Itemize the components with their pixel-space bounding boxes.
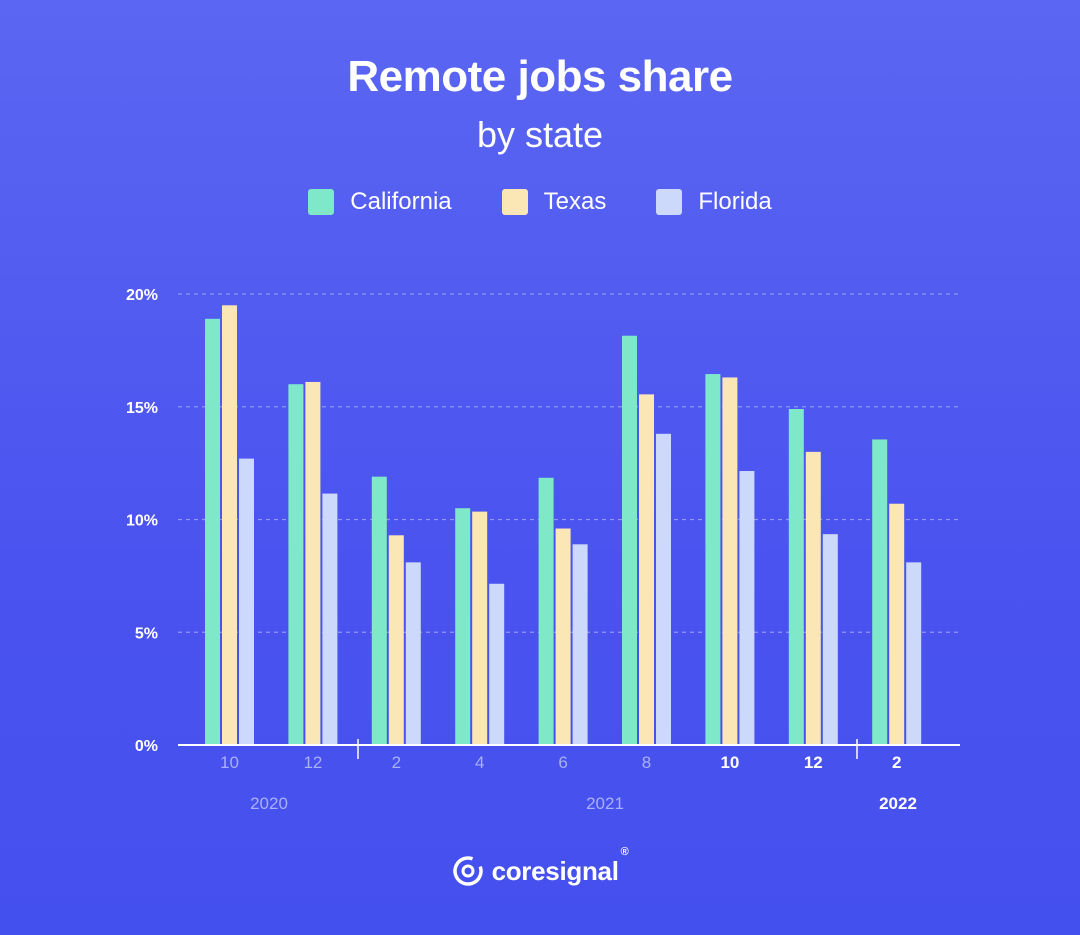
bar-florida — [822, 534, 838, 745]
x-tick-label: 4 — [475, 753, 484, 772]
chart-subtitle: by state — [476, 114, 604, 155]
bar-california — [788, 409, 804, 745]
bar-texas — [222, 305, 237, 745]
bar-california — [371, 476, 387, 745]
registered-mark: ® — [620, 845, 629, 858]
bar-florida — [322, 493, 338, 745]
year-label: 2021 — [586, 794, 624, 813]
bar-california — [538, 477, 554, 745]
bar-texas — [639, 394, 654, 745]
legend-label-california: California — [350, 188, 452, 215]
bar-california — [205, 318, 220, 745]
bar-chart: 0% 5% 10% 15% 20% 10 12 2 4 6 8 10 12 2 2020 2021 2022 — [126, 287, 960, 813]
bar-texas — [805, 451, 821, 745]
legend-swatch-texas — [501, 189, 528, 215]
legend-swatch-california — [308, 189, 335, 215]
bar-california — [288, 384, 304, 745]
bar-california — [622, 335, 637, 745]
bar-florida — [239, 458, 254, 745]
bar-texas — [889, 503, 905, 745]
x-tick-label: 2 — [392, 753, 401, 772]
legend-label-florida: Florida — [698, 188, 772, 215]
bar-california — [872, 439, 888, 745]
bar-california — [705, 374, 721, 745]
footer-brand: coresignal® — [0, 845, 1080, 887]
bar-florida — [489, 583, 505, 745]
legend-item-texas: Texas — [501, 188, 607, 216]
bar-florida — [906, 562, 922, 745]
bar-texas — [555, 528, 571, 745]
bar-texas — [305, 381, 321, 745]
legend-label-texas: Texas — [543, 188, 607, 215]
x-tick-label: 12 — [303, 753, 322, 772]
x-tick-label: 8 — [642, 753, 651, 772]
coresignal-logo-icon — [452, 856, 483, 886]
x-tick-label: 10 — [220, 753, 239, 772]
bar-california — [455, 508, 471, 745]
bar-texas — [388, 535, 404, 745]
x-tick-label: 6 — [558, 753, 567, 772]
bar-florida — [572, 544, 588, 745]
brand-name: coresignal® — [491, 845, 629, 886]
chart-title: Remote jobs share — [347, 52, 733, 101]
bar-florida — [405, 562, 421, 745]
y-tick-label: 20% — [126, 287, 158, 304]
bar-texas — [722, 377, 738, 745]
bar-texas — [472, 511, 488, 745]
legend-swatch-florida — [656, 189, 683, 215]
bar-florida — [656, 433, 671, 745]
y-tick-label: 15% — [126, 400, 158, 417]
y-tick-label: 5% — [135, 625, 158, 642]
x-tick-label: 10 — [720, 753, 739, 772]
bar-florida — [739, 471, 755, 745]
legend-item-california: California — [308, 188, 452, 216]
x-tick-label: 2 — [892, 753, 901, 772]
y-tick-label: 0% — [135, 738, 158, 755]
x-tick-label: 12 — [804, 753, 823, 772]
legend: California Texas Florida — [0, 188, 1080, 216]
legend-item-florida: Florida — [656, 188, 772, 216]
year-label: 2020 — [250, 794, 288, 813]
year-label: 2022 — [879, 794, 917, 813]
y-tick-label: 10% — [126, 513, 158, 530]
